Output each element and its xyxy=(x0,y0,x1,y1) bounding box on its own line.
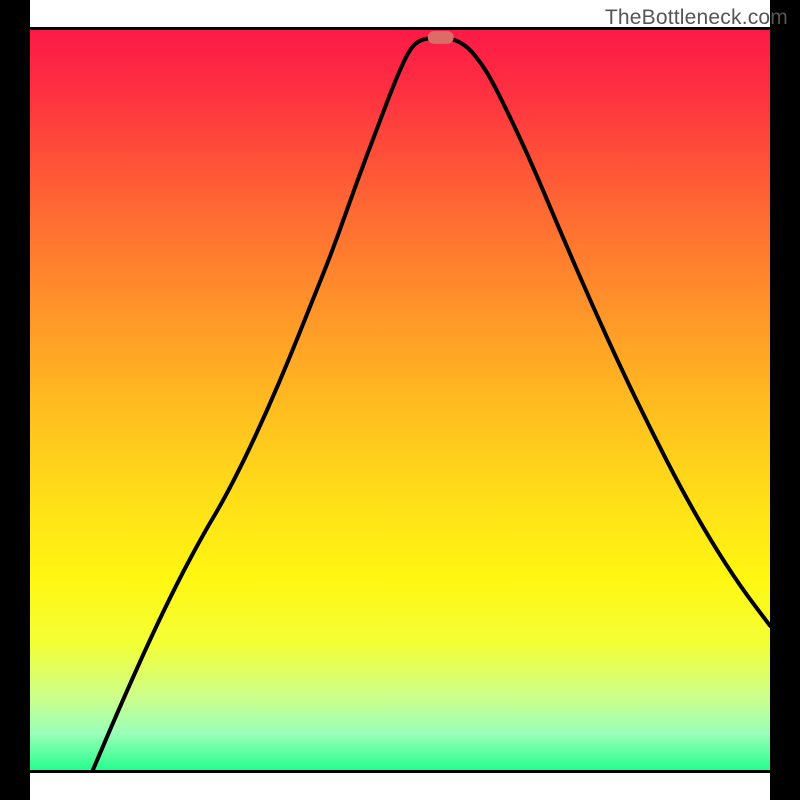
bottleneck-chart xyxy=(0,0,800,800)
optimal-point-marker xyxy=(428,31,454,44)
watermark-text: TheBottleneck.com xyxy=(605,6,788,30)
chart-container: TheBottleneck.com xyxy=(0,0,800,800)
